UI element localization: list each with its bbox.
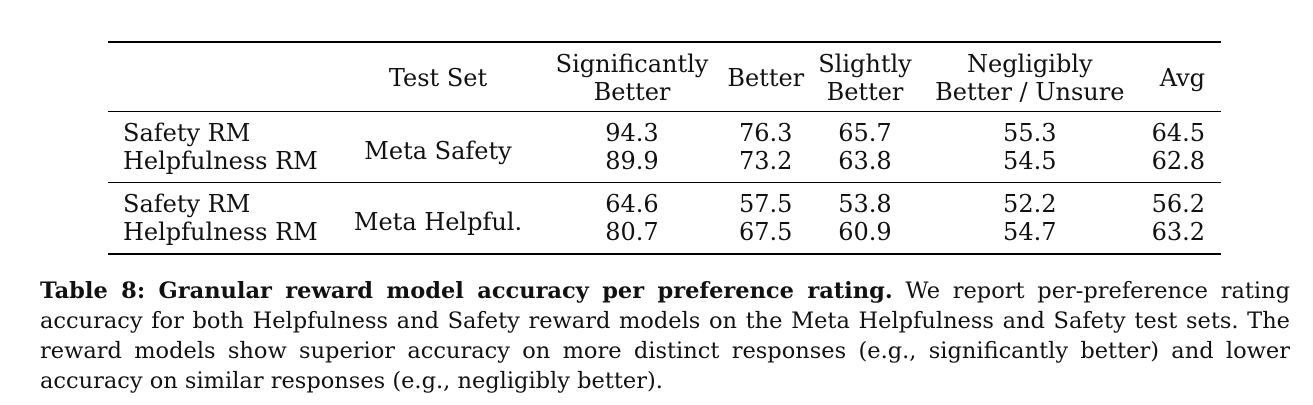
cell-avg: 64.5 <box>1140 112 1221 148</box>
cell-significantly-better: 89.9 <box>543 147 721 183</box>
caption-label: Table 8: Granular reward model accuracy … <box>40 278 893 304</box>
header-slight-line2: Better <box>811 78 920 106</box>
results-table-container: Test Set Significantly Better Better Sli… <box>108 41 1221 255</box>
test-set-name: Meta Safety <box>333 112 543 183</box>
table-header-row: Test Set Significantly Better Better Sli… <box>108 42 1221 112</box>
table-row: Safety RM Meta Safety 94.3 76.3 65.7 55.… <box>108 112 1221 148</box>
cell-significantly-better: 80.7 <box>543 218 721 254</box>
header-sig-line2: Better <box>543 78 721 106</box>
cell-negligibly-better: 55.3 <box>919 112 1140 148</box>
cell-avg: 62.8 <box>1140 147 1221 183</box>
cell-significantly-better: 94.3 <box>543 112 721 148</box>
model-name: Helpfulness RM <box>108 218 333 254</box>
cell-negligibly-better: 52.2 <box>919 183 1140 219</box>
header-slight-line1: Slightly <box>811 50 920 78</box>
cell-negligibly-better: 54.7 <box>919 218 1140 254</box>
accuracy-table: Test Set Significantly Better Better Sli… <box>108 41 1221 255</box>
model-name: Safety RM <box>108 183 333 219</box>
cell-avg: 63.2 <box>1140 218 1221 254</box>
header-negligibly-better: Negligibly Better / Unsure <box>919 42 1140 112</box>
table-caption: Table 8: Granular reward model accuracy … <box>40 276 1290 396</box>
header-neg-line2: Better / Unsure <box>919 78 1140 106</box>
cell-better: 73.2 <box>721 147 811 183</box>
header-significantly-better: Significantly Better <box>543 42 721 112</box>
header-test-set: Test Set <box>333 42 543 112</box>
header-avg: Avg <box>1140 42 1221 112</box>
header-slightly-better: Slightly Better <box>811 42 920 112</box>
model-name: Helpfulness RM <box>108 147 333 183</box>
cell-slightly-better: 65.7 <box>811 112 920 148</box>
table-group-meta-helpful: Safety RM Meta Helpful. 64.6 57.5 53.8 5… <box>108 183 1221 255</box>
table-row: Helpfulness RM 89.9 73.2 63.8 54.5 62.8 <box>108 147 1221 183</box>
cell-slightly-better: 53.8 <box>811 183 920 219</box>
cell-significantly-better: 64.6 <box>543 183 721 219</box>
table-row: Safety RM Meta Helpful. 64.6 57.5 53.8 5… <box>108 183 1221 219</box>
header-sig-line1: Significantly <box>543 50 721 78</box>
cell-negligibly-better: 54.5 <box>919 147 1140 183</box>
cell-slightly-better: 63.8 <box>811 147 920 183</box>
table-row: Helpfulness RM 80.7 67.5 60.9 54.7 63.2 <box>108 218 1221 254</box>
header-model <box>108 42 333 112</box>
cell-avg: 56.2 <box>1140 183 1221 219</box>
cell-slightly-better: 60.9 <box>811 218 920 254</box>
cell-better: 76.3 <box>721 112 811 148</box>
header-neg-line1: Negligibly <box>919 50 1140 78</box>
header-better: Better <box>721 42 811 112</box>
cell-better: 67.5 <box>721 218 811 254</box>
model-name: Safety RM <box>108 112 333 148</box>
cell-better: 57.5 <box>721 183 811 219</box>
table-group-meta-safety: Safety RM Meta Safety 94.3 76.3 65.7 55.… <box>108 112 1221 183</box>
test-set-name: Meta Helpful. <box>333 183 543 255</box>
